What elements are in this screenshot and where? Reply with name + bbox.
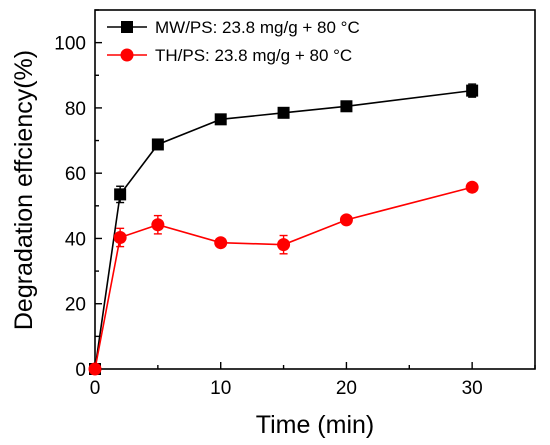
plot-frame (94, 9, 536, 370)
y-tick-label: 60 (65, 164, 86, 185)
data-point (214, 236, 228, 250)
data-point (151, 218, 165, 232)
y-tick-label: 20 (65, 295, 86, 316)
y-tick-label: 80 (65, 99, 86, 120)
legend-label: MW/PS: 23.8 mg/g + 80 °C (155, 18, 360, 37)
axis-ticks: 0 10 20 30 0 20 40 60 80 100 (54, 9, 536, 399)
x-tick-label: 30 (462, 378, 483, 399)
data-point (88, 362, 102, 376)
data-point (151, 138, 164, 151)
series-layer (88, 83, 479, 376)
data-point (339, 213, 353, 227)
legend-marker (121, 21, 133, 33)
legend-marker (120, 48, 134, 62)
y-tick-label: 40 (65, 229, 86, 250)
legend-entry-2: TH/PS: 23.8 mg/g + 80 °C (107, 46, 352, 65)
legend-entry-1: MW/PS: 23.8 mg/g + 80 °C (107, 18, 360, 37)
y-axis-title: Degradation effciency(%) (10, 50, 38, 330)
series-line (94, 186, 473, 370)
data-point (466, 84, 479, 97)
series-line (94, 89, 473, 370)
y-tick-label: 0 (75, 360, 86, 381)
x-tick-label: 10 (210, 378, 231, 399)
x-axis-title: Time (min) (256, 411, 375, 439)
x-tick-label: 0 (90, 378, 101, 399)
x-tick-label: 20 (336, 378, 357, 399)
data-point (277, 106, 290, 119)
legend: MW/PS: 23.8 mg/g + 80 °C TH/PS: 23.8 mg/g… (107, 18, 360, 65)
data-point (340, 100, 353, 113)
data-point (114, 188, 127, 201)
data-point (277, 238, 291, 252)
y-tick-label: 100 (54, 34, 86, 55)
data-point (113, 230, 127, 244)
data-point (465, 180, 479, 194)
data-point (214, 113, 227, 126)
series-2 (88, 180, 479, 376)
legend-label: TH/PS: 23.8 mg/g + 80 °C (155, 46, 352, 65)
series-1 (89, 83, 479, 375)
